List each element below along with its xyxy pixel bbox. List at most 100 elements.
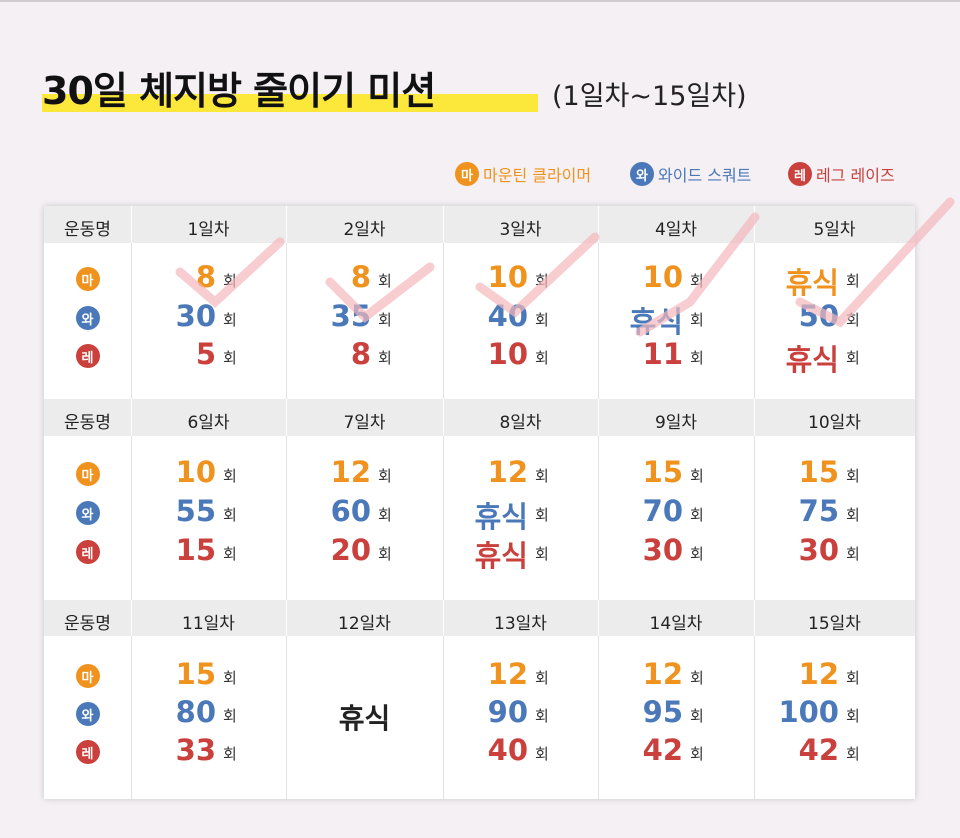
- count: 10: [487, 260, 528, 294]
- row-icon: 마: [75, 462, 100, 486]
- unit: 회: [223, 467, 237, 485]
- row-icon: 와: [75, 306, 100, 330]
- day-header: 6일차: [187, 413, 230, 433]
- column-divider: [131, 600, 132, 636]
- unit: 회: [846, 349, 860, 367]
- count: 75: [798, 494, 839, 528]
- row-icon: 레: [75, 344, 100, 368]
- row-icon: 마: [75, 267, 100, 291]
- day-header: 5일차: [813, 220, 856, 240]
- column-divider: [131, 206, 132, 799]
- legend-item: 와 와이드 스쿼트: [630, 162, 751, 186]
- unit: 회: [846, 467, 860, 485]
- unit: 회: [223, 545, 237, 563]
- unit: 회: [378, 545, 392, 563]
- day-header: 7일차: [343, 413, 386, 433]
- count: 55: [175, 494, 216, 528]
- column-divider: [443, 600, 444, 636]
- count: 20: [330, 533, 371, 567]
- legend-icon: 레: [788, 162, 812, 186]
- count: 60: [330, 494, 371, 528]
- unit: 회: [535, 311, 549, 329]
- day-header: 11일차: [182, 614, 235, 634]
- day-header: 9일차: [654, 413, 698, 433]
- column-divider: [754, 206, 755, 799]
- unit: 회: [223, 311, 237, 329]
- unit: 회: [846, 745, 860, 763]
- unit: 회: [690, 349, 704, 367]
- header-row: [44, 399, 915, 436]
- legend-label: 레그 레이즈: [816, 166, 895, 185]
- unit: 회: [535, 506, 549, 524]
- unit: 회: [690, 545, 704, 563]
- count: 15: [798, 455, 839, 489]
- unit: 회: [223, 707, 237, 725]
- unit: 회: [846, 707, 860, 725]
- column-divider: [598, 600, 599, 636]
- legend-icon: 마: [455, 162, 479, 186]
- unit: 회: [690, 506, 704, 524]
- count: 33: [175, 733, 216, 767]
- count: 12: [642, 657, 683, 691]
- count: 12: [487, 657, 528, 691]
- unit: 회: [535, 545, 549, 563]
- unit: 회: [378, 467, 392, 485]
- header-row: [44, 600, 915, 636]
- column-divider: [754, 600, 755, 636]
- count: 11: [642, 337, 683, 371]
- column-divider: [286, 206, 287, 243]
- count: 10: [175, 455, 216, 489]
- column-divider: [598, 399, 599, 436]
- unit: 회: [535, 707, 549, 725]
- count: 12: [487, 455, 528, 489]
- column-divider: [286, 206, 287, 799]
- count: 15: [175, 657, 216, 691]
- count: 42: [642, 733, 683, 767]
- unit: 회: [535, 467, 549, 485]
- count: 80: [175, 695, 216, 729]
- unit: 회: [378, 349, 392, 367]
- row-icon: 레: [75, 740, 100, 764]
- column-divider: [443, 399, 444, 436]
- column-divider: [598, 206, 599, 243]
- unit: 회: [535, 349, 549, 367]
- count: 70: [642, 494, 683, 528]
- column-divider: [598, 206, 599, 799]
- rest-note: 휴식: [338, 702, 391, 735]
- header-label: 운동명: [64, 413, 111, 433]
- count: 15: [642, 455, 683, 489]
- count: 30: [642, 533, 683, 567]
- day-header: 3일차: [499, 220, 542, 240]
- column-divider: [443, 206, 444, 799]
- column-divider: [286, 600, 287, 636]
- subtitle: (1일차~15일차): [552, 81, 747, 112]
- legend-icon: 와: [630, 162, 654, 186]
- count: 100: [778, 695, 839, 729]
- unit: 회: [535, 745, 549, 763]
- count: 휴식: [474, 539, 528, 573]
- title-highlight: [42, 94, 538, 112]
- count: 10: [487, 337, 528, 371]
- day-header: 8일차: [499, 413, 542, 433]
- column-divider: [131, 399, 132, 436]
- row-icon: 와: [75, 501, 100, 525]
- unit: 회: [690, 311, 704, 329]
- count: 휴식: [785, 266, 839, 300]
- header-label: 운동명: [64, 220, 111, 240]
- count: 30: [175, 299, 216, 333]
- header-label: 운동명: [64, 614, 111, 634]
- count: 30: [798, 533, 839, 567]
- day-header: 1일차: [187, 220, 230, 240]
- count: 15: [175, 533, 216, 567]
- count: 8: [350, 260, 371, 294]
- header-row: [44, 206, 915, 243]
- column-divider: [286, 399, 287, 436]
- count: 42: [798, 733, 839, 767]
- row-icon: 마: [75, 664, 100, 688]
- legend-item: 마 마운틴 클라이머: [455, 162, 591, 186]
- column-divider: [754, 399, 755, 436]
- count: 휴식: [474, 500, 528, 534]
- unit: 회: [690, 467, 704, 485]
